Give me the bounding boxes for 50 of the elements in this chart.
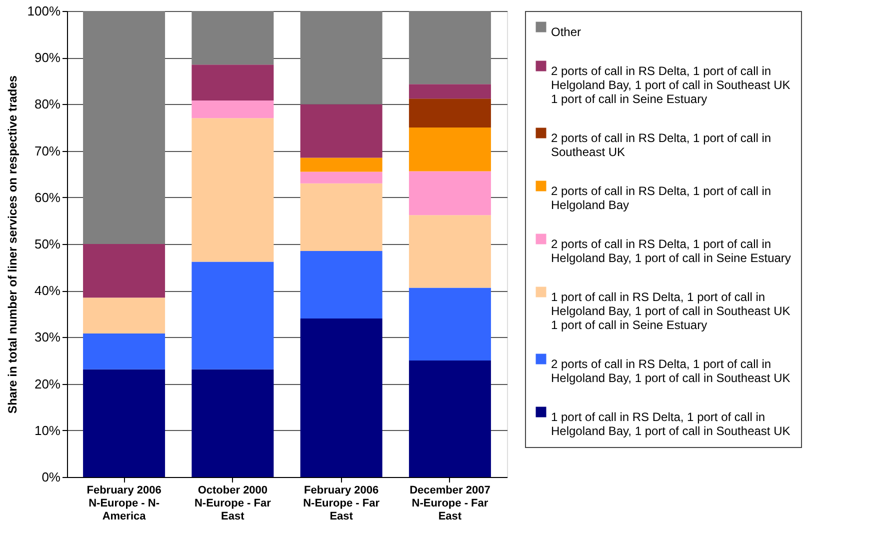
bar	[300, 250, 382, 319]
legend-label: 2 ports of call in RS Delta, 1 port of call in Helgoland Bay	[551, 184, 772, 212]
bar	[192, 64, 274, 100]
bar	[408, 288, 491, 360]
bar	[408, 171, 491, 216]
y-tick-label: 40%	[34, 283, 61, 298]
bar	[300, 158, 382, 172]
y-tick-label: 20%	[34, 376, 61, 392]
bar	[408, 215, 491, 288]
bar	[192, 369, 274, 477]
bar	[300, 318, 382, 477]
bar	[83, 11, 166, 244]
legend-label: 2 ports of call in RS Delta, 1 port of call in Helgoland Bay, 1 port of call in Seine Estuary	[551, 237, 791, 265]
bar	[300, 172, 382, 184]
y-tick-label: 60%	[34, 190, 61, 205]
bar	[408, 84, 491, 99]
y-tick-label: 10%	[34, 422, 61, 438]
legend-label: Other	[551, 25, 582, 39]
y-tick-label: 80%	[34, 96, 61, 112]
y-axis-title: Share in total number of liner services on respective trades	[5, 75, 20, 414]
y-tick-label: 30%	[34, 330, 61, 345]
x-tick-label: October 2000 N-Europe - Far East	[194, 484, 272, 522]
y-tick-label: 0%	[42, 470, 61, 484]
bar	[408, 360, 491, 477]
bar	[192, 262, 274, 370]
bar	[408, 128, 491, 172]
legend-label: 1 port of call in RS Delta, 1 port of call in Helgoland Bay, 1 port of call in Southeast UK 1 port of call in Seine Estuary	[551, 290, 790, 332]
bar	[83, 369, 166, 477]
x-tick-label: December 2007 N-Europe - Far East	[410, 484, 490, 522]
bar	[408, 11, 491, 84]
legend-label: 1 port of call in RS Delta, 1 port of call in Helgoland Bay, 1 port of call in Southeast UK	[551, 410, 790, 438]
bar	[83, 298, 166, 334]
bar	[192, 100, 274, 118]
y-tick-label: 50%	[34, 236, 61, 252]
legend-label: 2 ports of call in RS Delta, 1 port of call in Helgoland Bay, 1 port of call in Southeast UK	[551, 357, 790, 385]
bar	[83, 333, 166, 370]
x-tick-label: February 2006 N-Europe - N- America	[86, 484, 162, 522]
bar	[300, 104, 382, 158]
bar	[300, 183, 382, 251]
legend-label: 2 ports of call in RS Delta, 1 port of call in Helgoland Bay, 1 port of call in Southeast UK 1 port of call in Seine Estuary	[551, 64, 790, 106]
x-tick-label: February 2006 N-Europe - Far East	[303, 484, 380, 522]
bar	[408, 98, 491, 128]
bar	[300, 11, 382, 104]
legend-label: 2 ports of call in RS Delta, 1 port of call in Southeast UK	[551, 131, 772, 159]
y-tick-label: 70%	[34, 143, 61, 158]
bar	[83, 244, 166, 298]
bar	[192, 118, 274, 262]
y-tick-label: 90%	[34, 50, 61, 66]
y-tick-label: 100%	[27, 4, 61, 18]
bar	[192, 11, 274, 65]
